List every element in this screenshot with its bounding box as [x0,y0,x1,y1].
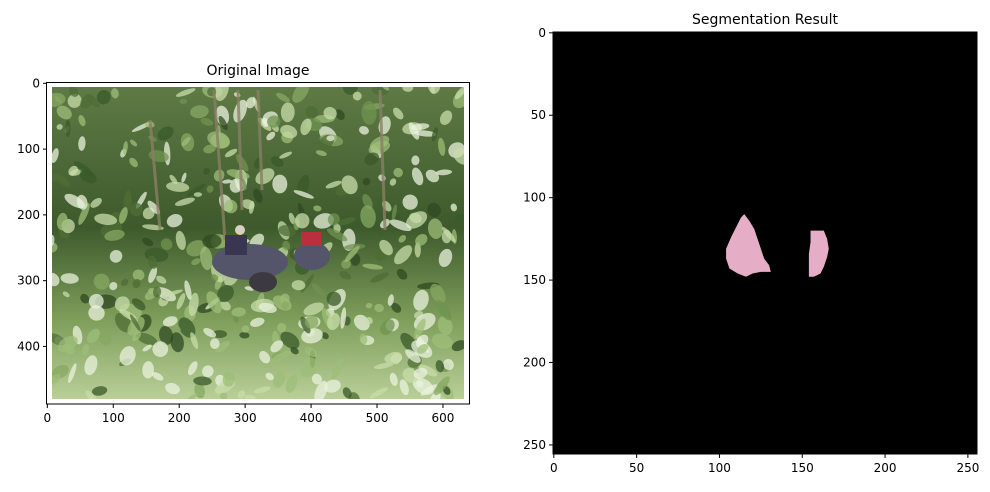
right-xtick-label: 250 [956,461,979,475]
right-ytick-label: 200 [523,356,546,370]
right-xtick-label: 50 [629,461,644,475]
right-xtick-label: 0 [550,461,558,475]
right-ytick-label: 150 [523,273,546,287]
left-ytick-label: 100 [17,142,40,156]
right-ytick-label: 250 [523,438,546,452]
left-ytick-label: 200 [17,208,40,222]
left-xtick-label: 600 [432,411,455,425]
right-xtick-label: 100 [708,461,731,475]
segmentation-region-1 [726,214,771,277]
left-xtick-label: 0 [44,411,52,425]
left-ytick-label: 0 [32,76,40,90]
left-xtick-label: 300 [234,411,257,425]
axes-original-image: Original Image 0 100 200 300 400 500 600 0 100 20… [17,63,470,425]
axes-frame-left [46,82,470,405]
right-ytick-label: 50 [531,108,546,122]
left-ytick-label: 300 [17,274,40,288]
segmentation-region-2 [808,230,829,277]
mask-background [553,32,977,454]
left-xtick-label: 200 [168,411,191,425]
photo-image [47,83,469,404]
axes-segmentation-result: Segmentation Result 0 50 100 150 200 250 0 50 10… [523,12,979,475]
left-ytick-label: 400 [17,339,40,353]
title-segmentation-result: Segmentation Result [692,12,839,28]
axes-frame-right [552,31,978,455]
title-original-image: Original Image [206,63,309,79]
right-ytick-label: 0 [538,26,546,40]
right-xtick-label: 200 [874,461,897,475]
right-ytick-label: 100 [523,191,546,205]
right-xtick-label: 150 [791,461,814,475]
left-xtick-label: 500 [366,411,389,425]
left-xtick-label: 400 [300,411,323,425]
left-xtick-label: 100 [102,411,125,425]
